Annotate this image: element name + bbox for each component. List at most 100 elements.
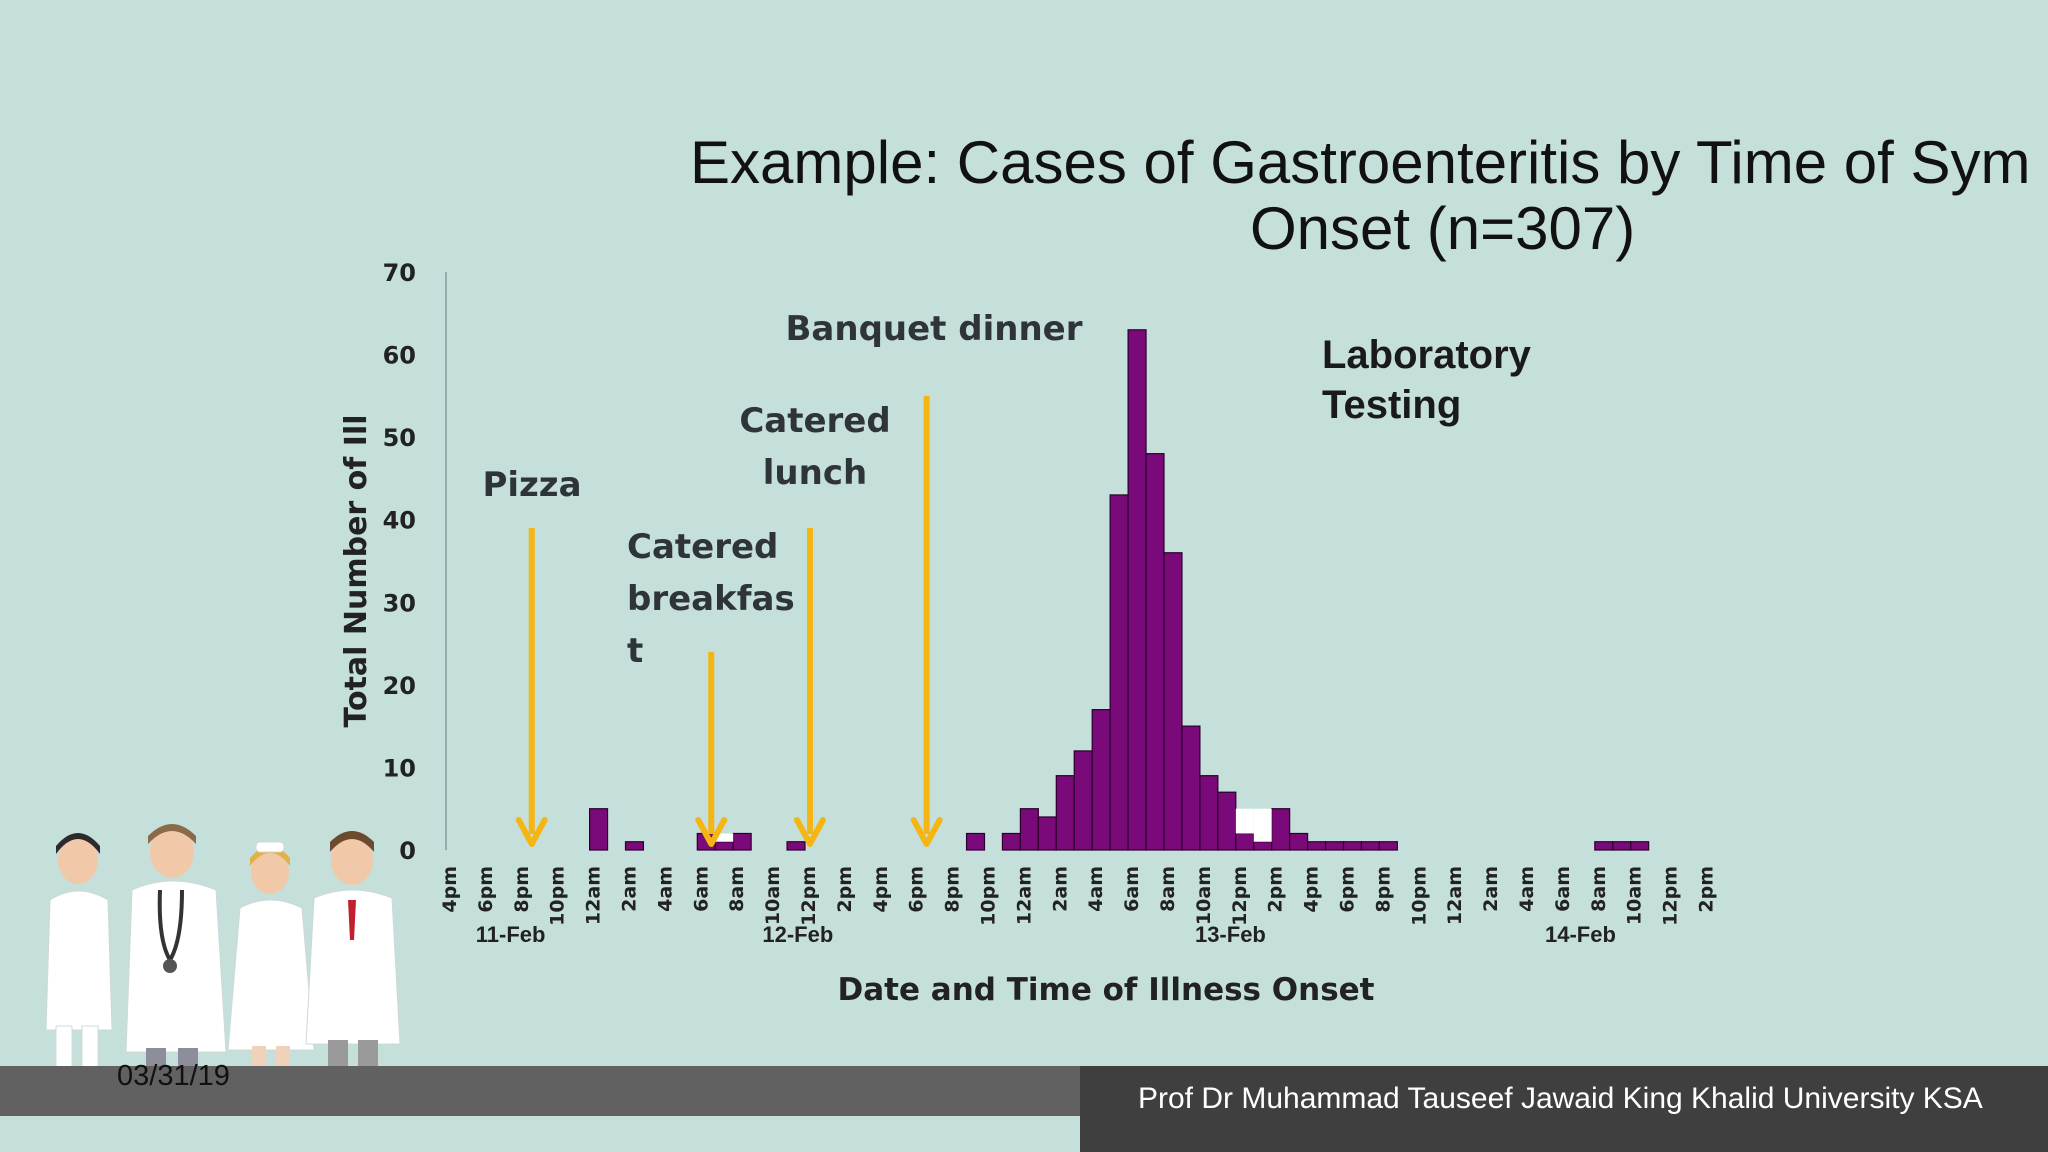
histogram-bar bbox=[1360, 841, 1380, 851]
histogram-bar bbox=[1019, 808, 1039, 851]
x-tick-label: 4am bbox=[1516, 866, 1538, 912]
x-tick-label: 12pm bbox=[1660, 866, 1682, 926]
medical-staff-illustration bbox=[45, 824, 401, 1116]
x-tick-label: 10pm bbox=[978, 866, 1000, 926]
histogram-bar bbox=[1253, 841, 1273, 851]
laboratory-testing-label: Laboratory bbox=[1322, 333, 1532, 377]
histogram-bar bbox=[1001, 832, 1022, 851]
histogram-bar bbox=[1037, 816, 1057, 851]
x-tick-label: 4am bbox=[1085, 866, 1107, 912]
histogram-bar bbox=[1289, 832, 1309, 851]
footer-bar-left bbox=[0, 1066, 1080, 1116]
x-tick-label: 2am bbox=[1480, 866, 1502, 912]
histogram-bar bbox=[1145, 453, 1165, 851]
annotation-arrow-head bbox=[515, 817, 548, 847]
annotation-label: Catered bbox=[739, 401, 890, 441]
histogram-bar bbox=[588, 808, 609, 851]
y-tick-label: 30 bbox=[383, 589, 416, 617]
histogram-bar bbox=[1073, 750, 1093, 851]
histogram-bar bbox=[786, 841, 806, 851]
x-tick-label: 10am bbox=[1193, 866, 1215, 925]
x-tick-label: 2am bbox=[1049, 866, 1071, 912]
x-tick-label: 10am bbox=[1624, 866, 1646, 925]
x-tick-label: 4pm bbox=[870, 866, 892, 913]
x-tick-label: 10am bbox=[762, 866, 784, 925]
x-tick-label: 8am bbox=[726, 866, 748, 912]
slide-title: Example: Cases of Gastroenteritis by Tim… bbox=[690, 130, 2048, 262]
y-tick-label: 40 bbox=[383, 507, 416, 535]
slide-title-line-2: Onset (n=307) bbox=[1250, 195, 1636, 262]
annotation-arrow-head bbox=[695, 817, 728, 847]
histogram-bar bbox=[732, 832, 752, 851]
histogram-bar bbox=[1163, 552, 1183, 851]
x-tick-label: 6pm bbox=[475, 866, 497, 913]
y-tick-label: 70 bbox=[383, 259, 416, 287]
x-tick-label: 12pm bbox=[1229, 866, 1251, 926]
x-tick-label: 2pm bbox=[1696, 866, 1718, 913]
x-tick-label: 6pm bbox=[906, 866, 928, 913]
annotation-label: t bbox=[627, 631, 643, 671]
x-tick-label: 4pm bbox=[439, 866, 461, 913]
date-group-label: 11-Feb bbox=[476, 922, 546, 947]
histogram-bar bbox=[1630, 841, 1650, 851]
histogram-bar bbox=[965, 832, 986, 851]
x-tick-label: 2pm bbox=[834, 866, 856, 913]
annotation-label: breakfas bbox=[627, 579, 795, 619]
histogram-bar bbox=[1055, 775, 1075, 851]
footer-bar-right bbox=[1080, 1066, 2048, 1152]
footer-credit: Prof Dr Muhammad Tauseef Jawaid King Kha… bbox=[1138, 1082, 1983, 1115]
x-tick-label: 6pm bbox=[1337, 866, 1359, 913]
x-tick-label: 8am bbox=[1157, 866, 1179, 912]
annotation-label: lunch bbox=[763, 453, 867, 493]
histogram-bar bbox=[1594, 841, 1614, 851]
laboratory-testing-label: Testing bbox=[1322, 383, 1461, 427]
x-axis-label: Date and Time of Illness Onset bbox=[837, 972, 1374, 1008]
histogram-bar bbox=[1127, 329, 1147, 851]
histogram-bar bbox=[1199, 775, 1219, 851]
x-tick-label: 10pm bbox=[547, 866, 569, 926]
bar-gap-segment bbox=[1235, 808, 1254, 834]
x-tick-label: 12pm bbox=[798, 866, 820, 926]
histogram-bar bbox=[714, 841, 734, 851]
x-tick-label: 8pm bbox=[511, 866, 533, 913]
x-tick-label: 2am bbox=[619, 866, 641, 912]
x-tick-label: 8am bbox=[1588, 866, 1610, 912]
slide-title-line-1: Example: Cases of Gastroenteritis by Tim… bbox=[690, 129, 2031, 196]
annotation-label: Pizza bbox=[482, 465, 581, 505]
histogram-bar bbox=[1271, 808, 1291, 851]
x-tick-label: 6am bbox=[1121, 866, 1143, 912]
y-tick-label: 50 bbox=[383, 424, 416, 452]
histogram-bar bbox=[1181, 725, 1201, 851]
x-tick-label: 6am bbox=[690, 866, 712, 912]
annotation-label: Catered bbox=[627, 527, 778, 567]
histogram-bar bbox=[1235, 832, 1255, 851]
bar-gap-segment bbox=[715, 833, 734, 842]
histogram-bar bbox=[1217, 791, 1237, 851]
annotation-arrow-head bbox=[793, 817, 826, 847]
bar-gap-segment bbox=[1253, 808, 1272, 842]
slide-date: 03/31/19 bbox=[117, 1060, 230, 1092]
x-tick-label: 10pm bbox=[1408, 866, 1430, 926]
y-tick-label: 20 bbox=[383, 672, 416, 700]
y-axis-label: Total Number of Ill bbox=[339, 414, 374, 727]
histogram-bar bbox=[1342, 841, 1363, 851]
annotation-arrow-head bbox=[910, 817, 943, 847]
x-tick-label: 12am bbox=[583, 866, 605, 925]
x-tick-label: 4am bbox=[654, 866, 676, 912]
histogram-bar bbox=[1091, 709, 1111, 851]
x-tick-label: 2pm bbox=[1265, 866, 1287, 913]
x-tick-label: 6am bbox=[1552, 866, 1574, 912]
histogram-bar bbox=[1612, 841, 1632, 851]
y-tick-label: 0 bbox=[399, 837, 416, 865]
date-group-label: 14-Feb bbox=[1545, 922, 1616, 947]
histogram-bar bbox=[1324, 841, 1345, 851]
annotation-label: Banquet dinner bbox=[786, 309, 1083, 349]
x-tick-label: 12am bbox=[1444, 866, 1466, 925]
histogram-bar bbox=[624, 841, 645, 851]
histogram-bar bbox=[1378, 841, 1398, 851]
histogram-bar bbox=[1306, 841, 1327, 851]
x-tick-label: 12am bbox=[1013, 866, 1035, 925]
date-group-label: 12-Feb bbox=[762, 922, 833, 947]
y-tick-label: 60 bbox=[383, 342, 416, 370]
